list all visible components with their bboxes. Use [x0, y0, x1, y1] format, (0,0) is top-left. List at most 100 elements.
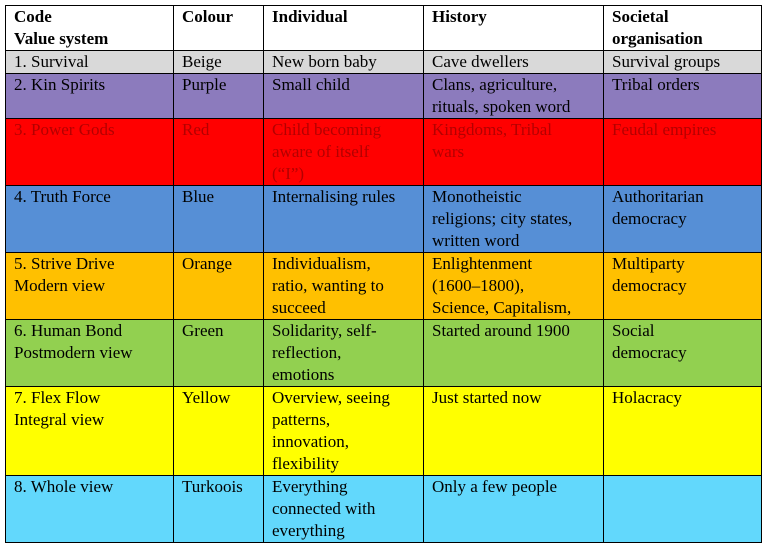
cell-line: Purple — [182, 75, 227, 94]
cell-line: wars — [432, 142, 465, 161]
cell-line: rituals, spoken word — [432, 97, 571, 116]
table-cell: Yellow — [173, 386, 264, 476]
cell-line: History — [432, 7, 487, 26]
cell-line: Monotheistic — [432, 187, 522, 206]
cell-line: Colour — [182, 7, 233, 26]
table-row: 6. Human Bond Postmodern view Green Solidar… — [5, 319, 762, 387]
cell-line: Overview, seeing — [272, 388, 390, 407]
cell-line: 8. Whole view — [14, 477, 114, 496]
table-cell: Child becoming aware of itself (“I”) — [263, 118, 424, 186]
cell-line: Small child — [272, 75, 350, 94]
cell-line: Societal — [612, 7, 669, 26]
cell-line: emotions — [272, 365, 335, 384]
table-cell: Authoritarian democracy — [603, 185, 762, 253]
cell-line: Beige — [182, 52, 222, 71]
table-cell: Survival groups — [603, 50, 762, 74]
cell-line: Kingdoms, Tribal — [432, 120, 552, 139]
cell-line: Clans, agriculture, — [432, 75, 558, 94]
cell-line: Science, Capitalism, — [432, 298, 572, 317]
table-cell: Purple — [173, 73, 264, 119]
table-cell: Holacracy — [603, 386, 762, 476]
table-cell: Social democracy — [603, 319, 762, 387]
table-cell: 8. Whole view — [5, 475, 174, 543]
table-cell: Monotheistic religions; city states, writt… — [423, 185, 604, 253]
cell-line: written word — [432, 231, 520, 250]
cell-line: patterns, — [272, 410, 331, 429]
header-cell: Individual — [263, 5, 424, 51]
cell-line: reflection, — [272, 343, 342, 362]
cell-line: Internalising rules — [272, 187, 396, 206]
table-cell: Beige — [173, 50, 264, 74]
cell-line: 7. Flex Flow — [14, 388, 101, 407]
table-cell: 2. Kin Spirits — [5, 73, 174, 119]
cell-line: Started around 1900 — [432, 321, 570, 340]
cell-line: 1. Survival — [14, 52, 89, 71]
cell-line: democracy — [612, 276, 687, 295]
table-cell: Feudal empires — [603, 118, 762, 186]
table-cell: Individualism, ratio, wanting to succeed — [263, 252, 424, 320]
cell-line: Yellow — [182, 388, 231, 407]
cell-line: Individualism, — [272, 254, 371, 273]
table-cell: Small child — [263, 73, 424, 119]
cell-line: Only a few people — [432, 477, 558, 496]
header-cell: Code Value system — [5, 5, 174, 51]
cell-line: Social — [612, 321, 655, 340]
table-cell: 1. Survival — [5, 50, 174, 74]
table-cell: Tribal orders — [603, 73, 762, 119]
table-row: 3. Power Gods Red Child becoming aware of i… — [5, 118, 762, 186]
cell-line: Value system — [14, 29, 109, 48]
cell-line: flexibility — [272, 454, 340, 473]
cell-line: Code — [14, 7, 52, 26]
table-cell: 7. Flex Flow Integral view — [5, 386, 174, 476]
cell-line: Postmodern view — [14, 343, 133, 362]
cell-line: Enlightenment — [432, 254, 533, 273]
table-cell: Only a few people — [423, 475, 604, 543]
table-cell: Cave dwellers — [423, 50, 604, 74]
cell-line: (1600–1800), — [432, 276, 525, 295]
table-cell: Orange — [173, 252, 264, 320]
table-body: 1. Survival Beige New born baby Cave dwelle… — [5, 50, 762, 543]
cell-line: Tribal orders — [612, 75, 700, 94]
table-row: 2. Kin Spirits Purple Small child Clans, ag… — [5, 73, 762, 119]
cell-line: New born baby — [272, 52, 377, 71]
cell-line: Orange — [182, 254, 233, 273]
cell-line: organisation — [612, 29, 703, 48]
header-cell: Colour — [173, 5, 264, 51]
table-cell: Overview, seeing patterns, innovation, flex… — [263, 386, 424, 476]
cell-line: everything — [272, 521, 345, 540]
header-cell: Societal organisation — [603, 5, 762, 51]
cell-line: Everything — [272, 477, 348, 496]
table-cell: 6. Human Bond Postmodern view — [5, 319, 174, 387]
table-cell: Enlightenment (1600–1800), Science, Capita… — [423, 252, 604, 320]
cell-line: Individual — [272, 7, 348, 26]
cell-line: Modern view — [14, 276, 106, 295]
cell-line: 4. Truth Force — [14, 187, 111, 206]
table-cell: 4. Truth Force — [5, 185, 174, 253]
table-cell: Just started now — [423, 386, 604, 476]
cell-line: 2. Kin Spirits — [14, 75, 106, 94]
cell-line: ratio, wanting to — [272, 276, 384, 295]
cell-line: 3. Power Gods — [14, 120, 115, 139]
value-systems-table: Code Value system Colour Individual History S… — [5, 5, 762, 543]
cell-line: 5. Strive Drive — [14, 254, 115, 273]
cell-line: Child becoming — [272, 120, 382, 139]
cell-line: Survival groups — [612, 52, 721, 71]
cell-line: Holacracy — [612, 388, 682, 407]
cell-line: Multiparty — [612, 254, 685, 273]
cell-line: Green — [182, 321, 224, 340]
cell-line: innovation, — [272, 432, 349, 451]
table-cell — [603, 475, 762, 543]
table-cell: Turkoois — [173, 475, 264, 543]
cell-line: Blue — [182, 187, 215, 206]
cell-line: (“I”) — [272, 164, 305, 183]
cell-line: Feudal empires — [612, 120, 717, 139]
cell-line: Red — [182, 120, 210, 139]
cell-line: democracy — [612, 343, 687, 362]
cell-line: connected with — [272, 499, 376, 518]
cell-line: Turkoois — [182, 477, 243, 496]
table-cell: Red — [173, 118, 264, 186]
cell-line: Just started now — [432, 388, 542, 407]
cell-line: Integral view — [14, 410, 105, 429]
header-cell: History — [423, 5, 604, 51]
cell-line: Solidarity, self- — [272, 321, 377, 340]
